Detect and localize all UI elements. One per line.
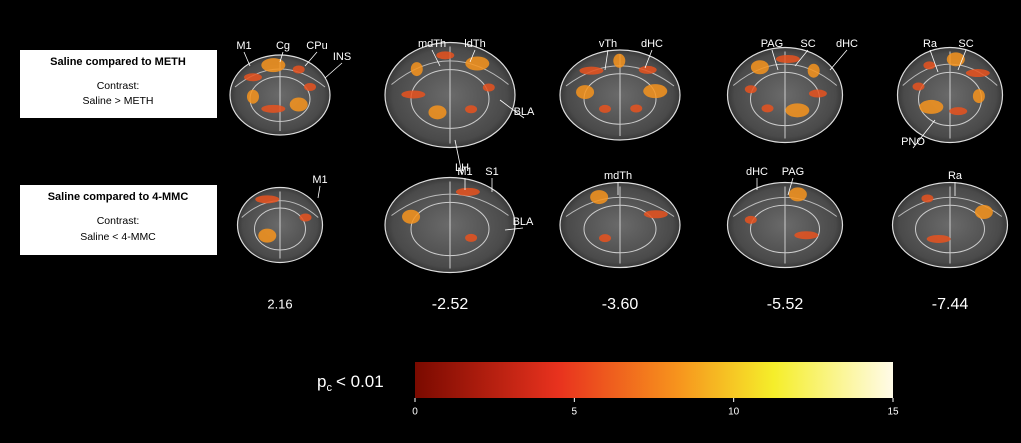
activation xyxy=(261,105,285,113)
activation xyxy=(293,65,305,73)
region-label: dHC xyxy=(641,38,663,50)
activation xyxy=(590,190,608,204)
colorbar-tick-label: 5 xyxy=(572,407,578,418)
activation xyxy=(973,89,985,103)
activation xyxy=(290,98,308,112)
activation xyxy=(456,188,480,196)
activation xyxy=(776,55,800,63)
threshold-text: < 0.01 xyxy=(336,372,384,391)
activation xyxy=(745,85,757,93)
region-label: dHC xyxy=(836,38,858,50)
activation xyxy=(483,84,495,92)
activation xyxy=(921,194,933,202)
activation xyxy=(794,231,818,239)
activation xyxy=(913,83,925,91)
activation xyxy=(411,62,423,76)
colorbar-tick-label: 0 xyxy=(412,407,418,418)
activation xyxy=(613,54,625,68)
activation xyxy=(808,64,820,78)
activation xyxy=(745,216,757,224)
region-label: Ra xyxy=(923,38,938,50)
activation xyxy=(465,57,489,71)
activation xyxy=(975,205,993,219)
activation xyxy=(576,85,594,99)
region-label: Ra xyxy=(948,170,963,182)
region-label: CPu xyxy=(306,40,327,52)
activation xyxy=(436,51,454,59)
activation xyxy=(762,104,774,112)
activation xyxy=(304,83,316,91)
activation xyxy=(428,105,446,119)
row-title: Saline compared to METH xyxy=(50,56,186,68)
activation xyxy=(789,187,807,201)
activation xyxy=(465,234,477,242)
activation xyxy=(809,90,827,98)
region-label: ldTh xyxy=(464,38,485,50)
contrast-label: Contrast: xyxy=(97,80,140,92)
colorbar-tick-label: 15 xyxy=(887,407,899,418)
region-label: PAG xyxy=(782,166,804,178)
region-label: dHC xyxy=(746,166,768,178)
contrast-label: Contrast: xyxy=(97,215,140,227)
activation xyxy=(644,210,668,218)
region-label: BLA xyxy=(514,106,535,118)
activation xyxy=(927,235,951,243)
bregma-value: -5.52 xyxy=(767,296,804,313)
row-title: Saline compared to 4-MMC xyxy=(48,191,189,203)
activation xyxy=(579,67,603,75)
region-label: PAG xyxy=(761,38,783,50)
activation xyxy=(599,105,611,113)
activation xyxy=(966,69,990,77)
colorbar xyxy=(415,362,893,398)
bregma-value: 2.16 xyxy=(267,296,292,311)
region-label: M1 xyxy=(457,166,472,178)
activation xyxy=(630,104,642,112)
region-label: S1 xyxy=(485,166,498,178)
region-label: SC xyxy=(800,38,815,50)
region-label: Cg xyxy=(276,40,290,52)
region-label: INS xyxy=(333,51,351,63)
activation xyxy=(923,61,935,69)
activation xyxy=(402,210,420,224)
activation xyxy=(949,107,967,115)
activation xyxy=(643,84,667,98)
activation xyxy=(261,58,285,72)
bregma-value: -2.52 xyxy=(432,296,469,313)
activation xyxy=(751,60,769,74)
bregma-value: -7.44 xyxy=(932,296,969,313)
activation xyxy=(255,195,279,203)
threshold-symbol: p xyxy=(317,372,326,391)
region-label: PNO xyxy=(901,136,925,148)
contrast: Saline > METH xyxy=(83,95,154,107)
region-label: M1 xyxy=(312,174,327,186)
activation xyxy=(401,90,425,98)
region-label: M1 xyxy=(236,40,251,52)
region-label: vTh xyxy=(599,38,617,50)
contrast: Saline < 4-MMC xyxy=(80,231,156,243)
activation xyxy=(244,73,262,81)
activation xyxy=(599,234,611,242)
activation xyxy=(465,105,477,113)
figure: Saline compared to METH Contrast: Saline… xyxy=(0,0,1021,443)
threshold-subscript: c xyxy=(326,382,332,394)
activation xyxy=(258,229,276,243)
region-label: BLA xyxy=(513,216,534,228)
colorbar-tick-label: 10 xyxy=(728,407,740,418)
activation xyxy=(247,90,259,104)
activation xyxy=(785,103,809,117)
activation xyxy=(639,66,657,74)
region-label: mdTh xyxy=(604,170,632,182)
region-label: SC xyxy=(958,38,973,50)
activation xyxy=(300,214,312,222)
region-label: mdTh xyxy=(418,38,446,50)
bregma-value: -3.60 xyxy=(602,296,639,313)
activation xyxy=(919,100,943,114)
